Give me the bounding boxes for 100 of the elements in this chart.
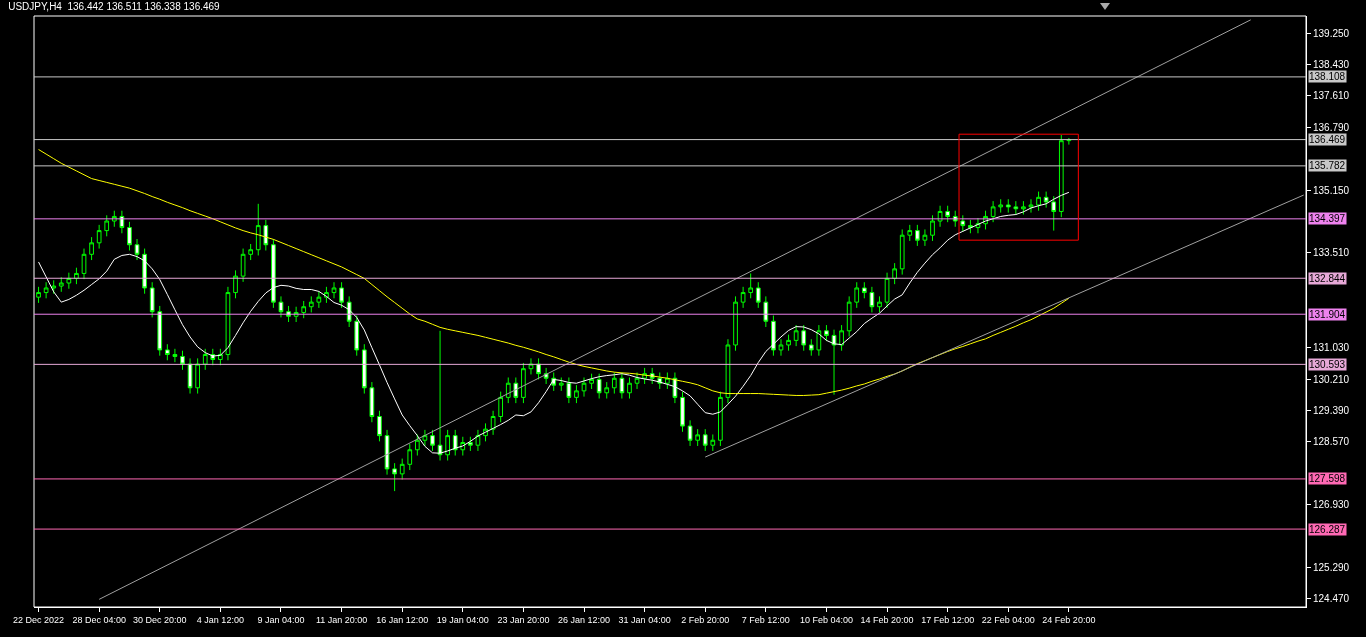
candlestick <box>74 267 79 285</box>
x-tick-label: 22 Feb 04:00 <box>981 614 1035 625</box>
candlestick <box>763 295 769 328</box>
candlestick <box>990 200 996 223</box>
candlestick <box>558 376 564 392</box>
candlestick <box>718 391 723 447</box>
candlestick <box>521 362 526 404</box>
candlestick <box>907 224 913 242</box>
candlestick <box>339 281 344 309</box>
x-tick-label: 10 Feb 04:00 <box>799 614 853 625</box>
x-tick-label: 24 Feb 20:00 <box>1042 614 1096 625</box>
x-tick-label: 16 Jan 12:00 <box>376 614 429 625</box>
candlestick <box>922 228 928 247</box>
candlestick <box>695 428 701 447</box>
y-tick-label: 137.610 <box>1313 90 1350 102</box>
candlestick <box>1036 191 1041 212</box>
x-tick-label: 22 Dec 2022 <box>13 614 65 625</box>
candlestick <box>58 276 64 293</box>
candlestick <box>316 290 322 309</box>
candlestick <box>725 338 731 404</box>
ref-line-label: 135.782 <box>1309 160 1346 171</box>
line-series <box>38 149 1070 396</box>
candlestick <box>801 324 807 352</box>
chart-title: USDJPY,H4 136.442 136.511 136.338 136.469 <box>8 1 221 13</box>
ref-line-label: 131.904 <box>1309 309 1346 320</box>
candlestick <box>513 376 519 404</box>
candlestick <box>574 384 579 404</box>
candlestick <box>627 376 632 400</box>
candlestick <box>596 373 602 400</box>
candlestick <box>634 372 640 390</box>
candlestick <box>604 381 610 400</box>
candlestick <box>551 372 557 392</box>
candlestick <box>581 376 587 398</box>
candlestick <box>1051 195 1057 232</box>
y-tick-label: 124.470 <box>1313 593 1350 605</box>
candlestick <box>149 281 155 318</box>
candlestick <box>968 219 973 234</box>
candlestick <box>619 372 625 400</box>
candlestick <box>278 295 284 318</box>
ref-line-label: 127.598 <box>1309 473 1346 484</box>
x-tick-label: 31 Jan 04:00 <box>618 614 671 625</box>
candlestick <box>127 221 132 251</box>
x-tick-label: 23 Jan 20:00 <box>497 614 550 625</box>
candlestick <box>672 372 678 404</box>
candlestick <box>611 372 617 395</box>
candlestick <box>960 214 966 232</box>
candlestick <box>490 410 496 436</box>
candlestick <box>1013 200 1019 216</box>
candlestick <box>195 357 200 395</box>
candlestick <box>218 348 223 366</box>
ref-line-label: 132.844 <box>1309 273 1346 284</box>
candlestick <box>399 458 405 481</box>
candlestick <box>710 433 716 452</box>
candlestick <box>702 428 708 452</box>
x-tick-label: 11 Jan 20:00 <box>315 614 368 625</box>
candlestick <box>263 219 269 251</box>
candlestick <box>793 324 799 347</box>
x-tick-label: 7 Feb 12:00 <box>741 614 790 625</box>
y-tick-label: 126.930 <box>1313 498 1350 510</box>
candlestick <box>846 295 852 338</box>
candlestick <box>308 295 314 313</box>
candlestick <box>498 391 504 423</box>
ref-line-label: 134.397 <box>1309 213 1346 224</box>
x-tick-label: 26 Jan 12:00 <box>557 614 611 625</box>
candlestick <box>778 338 784 357</box>
candlestick <box>945 205 951 223</box>
candlestick <box>225 286 231 361</box>
candlestick <box>505 376 511 404</box>
candlestick <box>142 248 147 295</box>
candlestick <box>134 238 140 261</box>
candlestick <box>892 262 897 285</box>
y-tick-label: 139.250 <box>1313 27 1350 39</box>
candlestick <box>180 350 185 371</box>
candlestick <box>740 286 746 309</box>
y-tick-label: 136.790 <box>1313 121 1350 133</box>
candlestick <box>771 315 776 357</box>
candlestick <box>536 357 541 380</box>
y-tick-label: 131.030 <box>1313 342 1350 354</box>
candlestick <box>915 224 920 247</box>
candlestick <box>998 198 1004 214</box>
candlestick <box>1021 200 1026 216</box>
y-tick-label: 125.290 <box>1313 561 1350 573</box>
candlestick <box>89 236 94 261</box>
y-tick-label: 135.150 <box>1313 184 1350 196</box>
y-tick-label: 129.390 <box>1313 404 1350 416</box>
candlestick <box>164 343 170 361</box>
candlestick <box>202 348 208 371</box>
candlestick <box>255 203 261 256</box>
candlestick <box>755 281 761 309</box>
x-tick-label: 19 Jan 04:00 <box>436 614 489 625</box>
ref-line-label: 138.108 <box>1309 71 1346 82</box>
candlestick <box>81 248 87 280</box>
candlestick <box>733 295 738 352</box>
candlestick <box>233 269 238 299</box>
candlestick <box>861 281 867 299</box>
x-tick-label: 28 Dec 04:00 <box>72 614 126 625</box>
candlestick <box>157 305 163 357</box>
candlestick <box>680 391 685 433</box>
candlestick <box>687 419 693 447</box>
candlestick <box>808 338 814 357</box>
